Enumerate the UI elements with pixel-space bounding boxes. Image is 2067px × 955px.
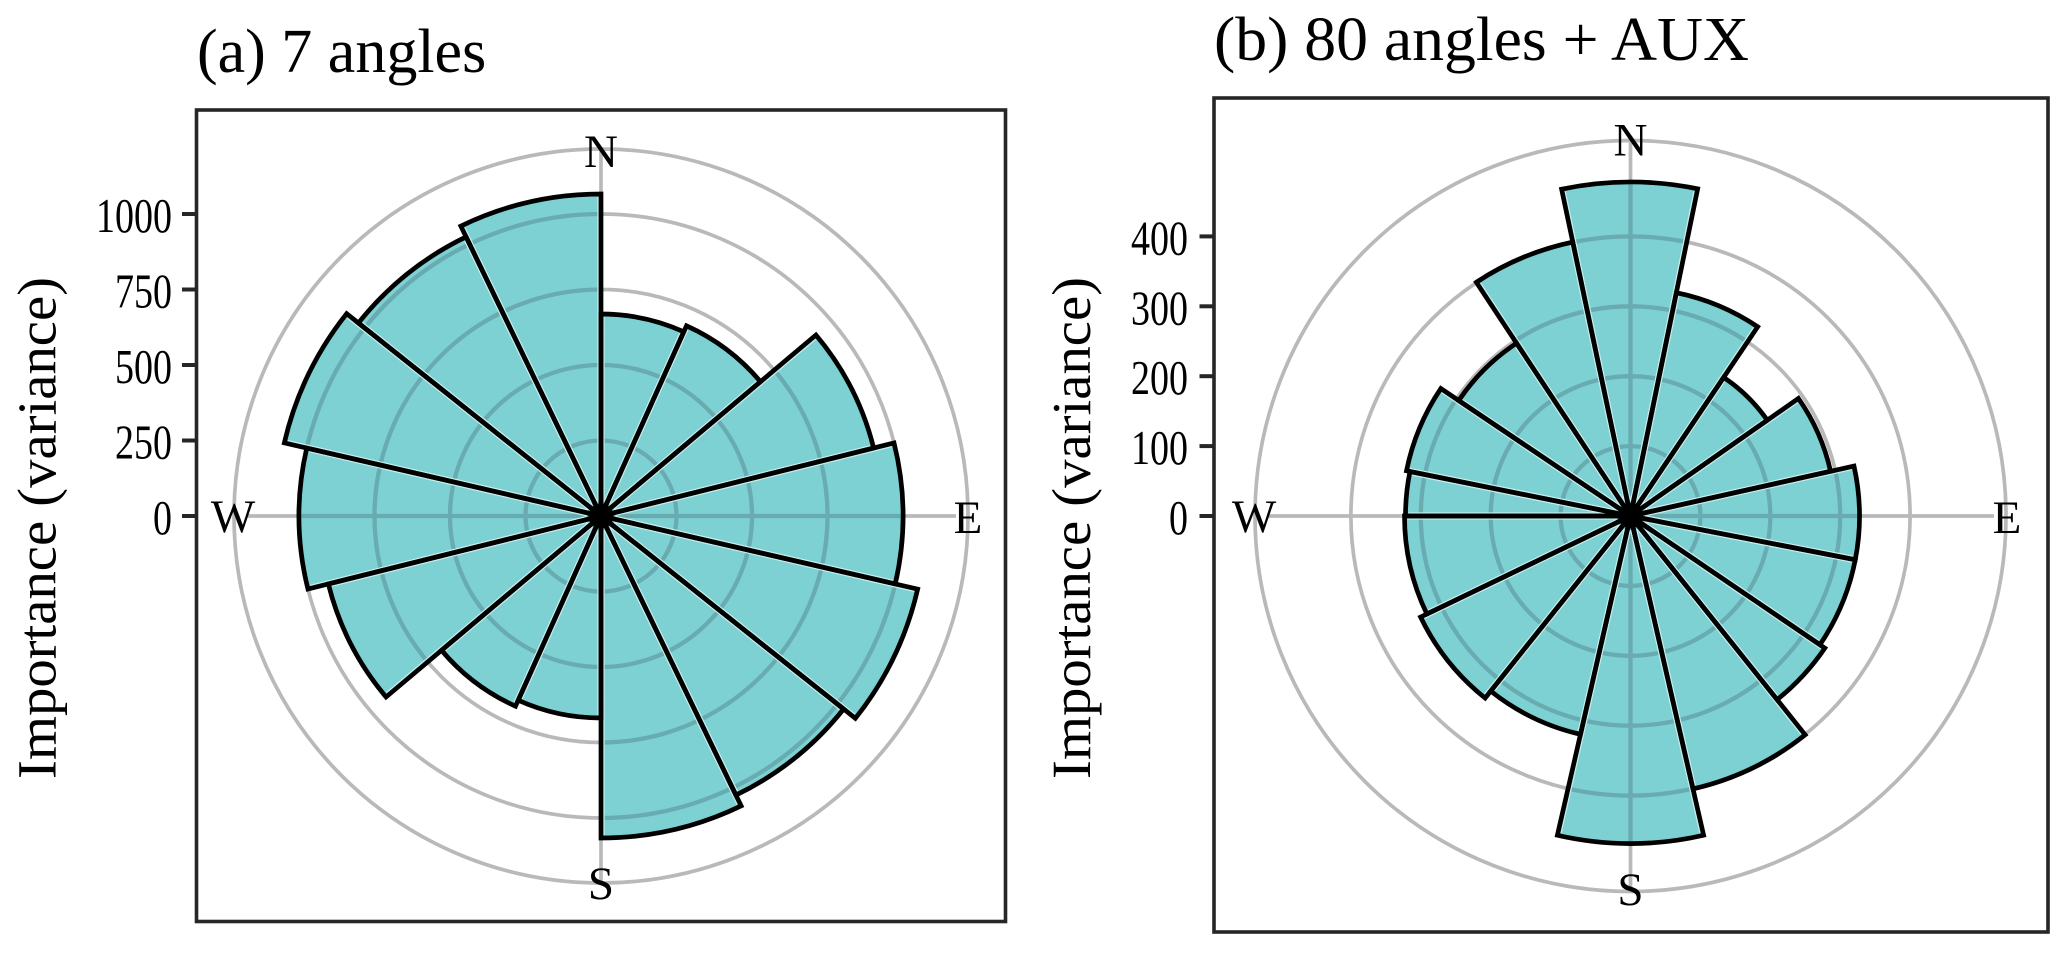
svg-text:250: 250	[115, 415, 172, 470]
svg-text:500: 500	[115, 339, 172, 394]
svg-text:200: 200	[1131, 350, 1188, 405]
svg-text:E: E	[1993, 492, 2022, 544]
svg-text:(a) 7 angles: (a) 7 angles	[197, 18, 486, 86]
svg-text:300: 300	[1131, 280, 1188, 335]
svg-text:1000: 1000	[96, 188, 172, 243]
svg-text:Importance (variance): Importance (variance)	[1041, 277, 1102, 779]
svg-text:(b) 80 angles + AUX: (b) 80 angles + AUX	[1214, 6, 1749, 74]
svg-text:W: W	[211, 491, 256, 543]
svg-text:N: N	[1614, 115, 1648, 167]
svg-text:N: N	[584, 126, 618, 178]
svg-text:0: 0	[1169, 490, 1188, 545]
svg-text:S: S	[588, 858, 614, 910]
svg-text:E: E	[954, 492, 983, 544]
svg-text:W: W	[1232, 491, 1277, 543]
svg-text:750: 750	[115, 264, 172, 319]
svg-text:S: S	[1617, 864, 1643, 916]
svg-text:Importance (variance): Importance (variance)	[7, 277, 68, 779]
svg-text:100: 100	[1131, 420, 1188, 475]
svg-text:0: 0	[153, 490, 172, 545]
svg-text:400: 400	[1131, 210, 1188, 265]
